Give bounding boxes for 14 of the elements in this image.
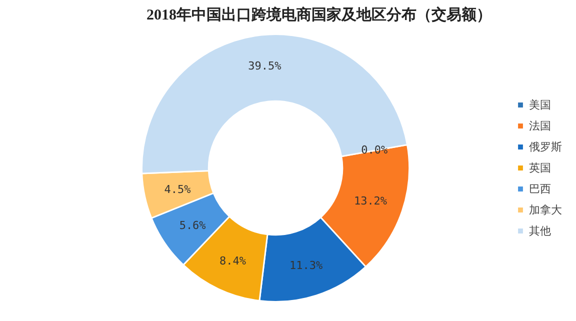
data-label: 8.4%: [220, 254, 246, 268]
data-label: 11.3%: [290, 259, 324, 272]
legend-label: 加拿大: [529, 202, 562, 217]
data-label: 39.5%: [248, 60, 282, 73]
data-label: 5.6%: [179, 219, 206, 232]
chart-title: 2018年中国出口跨境电商国家及地区分布（交易额）: [146, 6, 492, 24]
data-label: 4.5%: [164, 183, 192, 196]
legend-label: 巴西: [529, 181, 551, 196]
legend-label: 其他: [529, 223, 551, 238]
legend-label: 俄罗斯: [529, 139, 562, 154]
legend-label: 法国: [529, 118, 551, 133]
legend-label: 美国: [529, 97, 551, 112]
legend-label: 英国: [529, 160, 551, 175]
data-label: 13.2%: [354, 194, 388, 208]
